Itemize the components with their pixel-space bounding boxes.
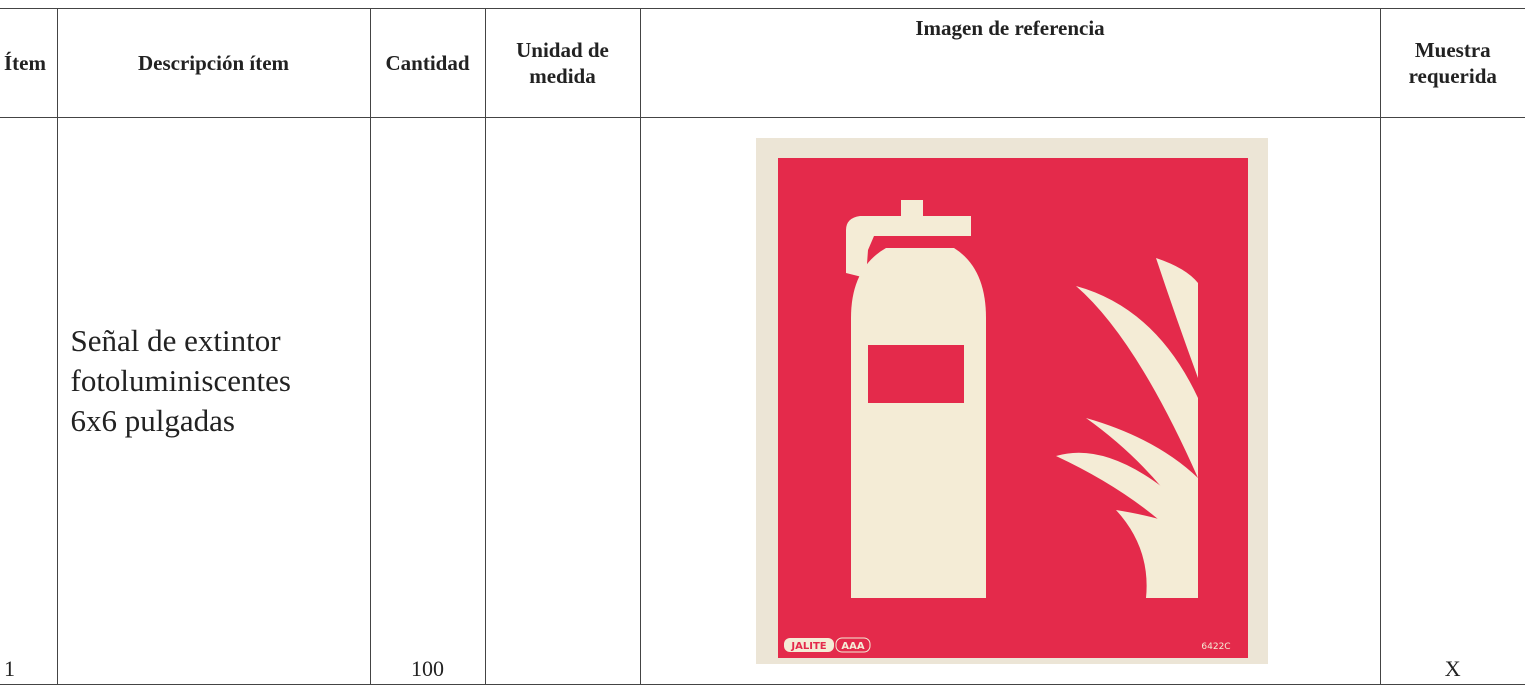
grade-text: AAA [841, 641, 864, 652]
header-cell: Muestra requerida [1379, 8, 1525, 118]
item-number: 1 [0, 117, 58, 685]
sample-required: X [1379, 117, 1525, 685]
header-cell: Imagen de referencia [639, 8, 1381, 118]
item-quantity: 100 [369, 117, 486, 685]
item-row: 1 Señal de extintor fotoluminiscentes 6x… [0, 117, 1525, 685]
header-cell: Descripción ítem [56, 8, 371, 118]
items-table: Ítem Descripción ítem Cantidad Unidad de… [0, 8, 1525, 685]
extinguisher-label [867, 345, 964, 403]
flames-icon [1055, 258, 1198, 598]
item-description: Señal de extintor fotoluminiscentes 6x6 … [56, 117, 371, 685]
description-text: Señal de extintor fotoluminiscentes 6x6 … [70, 323, 291, 438]
reference-image: JALITE AAA 6422C [755, 138, 1268, 664]
unit-cell [484, 117, 641, 685]
header-cell: Unidad de medida [484, 8, 641, 118]
image-cell: JALITE AAA 6422C [639, 117, 1381, 685]
header-cell: Ítem [0, 8, 58, 118]
header-cell: Cantidad [369, 8, 486, 118]
extinguisher-icon [845, 200, 986, 598]
brand-text: JALITE [790, 641, 826, 652]
header-row: Ítem Descripción ítem Cantidad Unidad de… [0, 8, 1525, 118]
